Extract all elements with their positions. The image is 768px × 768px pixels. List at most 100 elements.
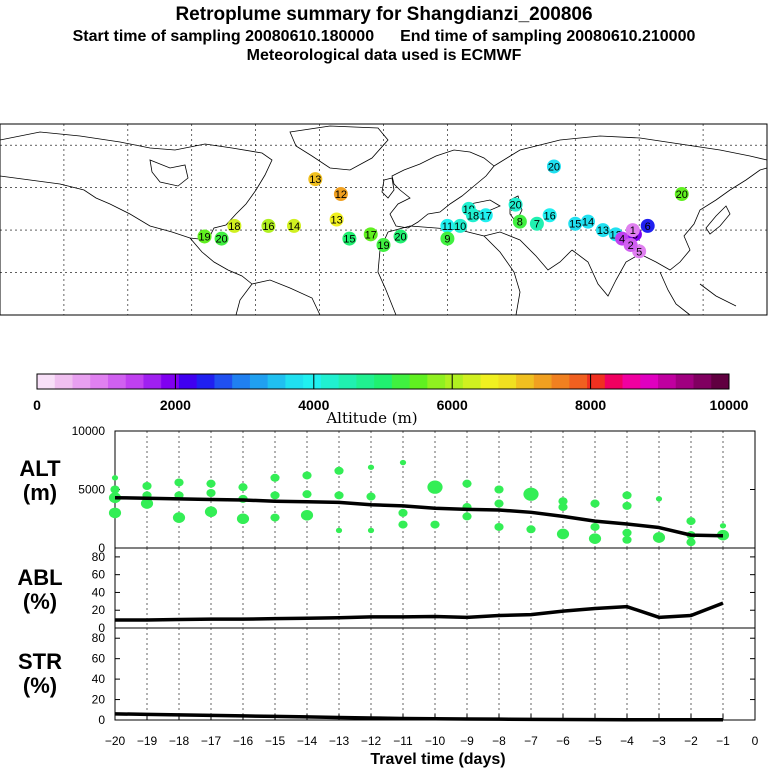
colorbar-cell [303, 374, 322, 389]
colorbar-cell [391, 374, 411, 389]
colorbar-cell [604, 374, 623, 389]
colorbar-cell [374, 374, 393, 389]
series-line [115, 601, 724, 622]
x-tick-label: −6 [556, 734, 570, 748]
sampling-times: Start time of sampling 20080610.180000 En… [0, 26, 768, 47]
coast-north-america [0, 131, 273, 241]
plume-marker-label: 13 [597, 225, 609, 237]
scatter-point [270, 513, 280, 522]
colorbar-cell [143, 374, 162, 389]
colorbar-cell [178, 374, 198, 389]
coast-europe [389, 149, 495, 229]
plume-marker: 20 [214, 231, 229, 246]
plume-marker-label: 20 [548, 161, 560, 173]
plume-marker-label: 19 [377, 240, 389, 252]
plume-marker-label: 8 [517, 217, 523, 229]
scatter-point [556, 528, 570, 540]
x-tick-label: −18 [169, 734, 190, 748]
y-tick-label: 40 [92, 672, 106, 686]
plume-marker: 15 [342, 231, 357, 246]
plume-marker-label: 20 [394, 231, 406, 243]
colorbar-cell [409, 374, 428, 389]
plume-marker: 19 [197, 229, 212, 244]
plume-marker: 16 [542, 208, 557, 223]
scatter-point [236, 513, 250, 525]
plume-marker-circle [440, 231, 455, 246]
plume-marker: 16 [261, 218, 276, 233]
y-tick-label: 20 [92, 603, 106, 617]
y-tick-label: 5000 [78, 483, 105, 497]
plume-marker-label: 7 [534, 219, 540, 231]
plume-marker-label: 14 [582, 217, 594, 229]
plume-marker: 13 [595, 223, 610, 238]
plume-marker-label: 16 [262, 221, 274, 233]
colorbar-tick-label: 10000 [710, 397, 749, 413]
colorbar-cell [196, 374, 215, 389]
plume-marker-label: 16 [544, 210, 556, 222]
colorbar-cell [587, 374, 606, 389]
plume-marker-circle [287, 218, 302, 233]
scatter-point [590, 522, 600, 531]
scatter-point [523, 487, 539, 501]
plume-marker-circle [465, 208, 480, 223]
scatter-point [172, 512, 186, 523]
plume-marker-label: 12 [335, 189, 347, 201]
scatter-point [652, 532, 666, 543]
plume-marker-label: 18 [228, 221, 240, 233]
y-tick-label: 0 [98, 541, 105, 555]
scatter-point [494, 522, 504, 531]
scatter-point [398, 508, 408, 517]
x-tick-label: −10 [425, 734, 446, 748]
colorbar-cell [107, 374, 127, 389]
colorbar-cell [249, 374, 269, 389]
scatter-point [622, 535, 632, 544]
colorbar-cell [533, 374, 552, 389]
met-data-note: Meteorological data used is ECMWF [246, 47, 522, 64]
x-tick-label: −12 [361, 734, 382, 748]
scatter-point [494, 499, 504, 508]
plume-marker: 9 [440, 231, 455, 246]
scatter-point [334, 491, 344, 500]
plume-marker-circle [363, 227, 378, 242]
coast-hudson-bay [149, 159, 189, 187]
title-block: Retroplume summary for Shangdianzi_20080… [0, 4, 768, 65]
abl-label-top: ABL [17, 565, 63, 590]
colorbar-cell [285, 374, 304, 389]
plume-marker-circle [640, 218, 655, 233]
colorbar-cell [622, 374, 641, 389]
plume-marker-circle [529, 216, 544, 231]
colorbar-cell [445, 374, 464, 389]
plume-marker-circle [393, 229, 408, 244]
scatter-point [108, 507, 122, 519]
colorbar-cell [675, 374, 694, 389]
colorbar-cell [480, 374, 499, 389]
scatter-point [427, 480, 443, 494]
scatter-point [142, 481, 152, 490]
plume-marker-circle [227, 218, 242, 233]
colorbar-tick-label: 6000 [437, 397, 468, 413]
end-time: End time of sampling 20080610.210000 [400, 28, 696, 45]
panel-0: 10000 5000 0 [72, 424, 756, 555]
plume-marker-label: 18 [467, 210, 479, 222]
colorbar-cell [640, 374, 659, 389]
plume-marker-label: 19 [198, 231, 210, 243]
x-tick-label: −15 [265, 734, 286, 748]
scatter-point [558, 503, 568, 512]
colorbar-cell [569, 374, 588, 389]
colorbar-cell [37, 374, 56, 389]
plume-marker-circle [581, 214, 596, 229]
plume-marker-circle [546, 159, 561, 174]
panel-2: 80 60 40 20 0 [92, 627, 756, 727]
plume-marker-label: 5 [636, 246, 642, 258]
plume-marker-circle [453, 218, 468, 233]
plume-marker-label: 4 [619, 234, 625, 246]
scatter-point [655, 496, 663, 502]
plume-marker-circle [625, 223, 640, 238]
plume-marker-circle [595, 223, 610, 238]
colorbar-cell [54, 374, 73, 389]
scatter-point [398, 520, 408, 529]
scatter-point [204, 506, 218, 518]
plume-marker-label: 6 [645, 221, 651, 233]
plume-marker-label: 17 [365, 229, 377, 241]
colorbar-ticks: 0 2000 4000 6000 8000 10000 [33, 374, 749, 413]
